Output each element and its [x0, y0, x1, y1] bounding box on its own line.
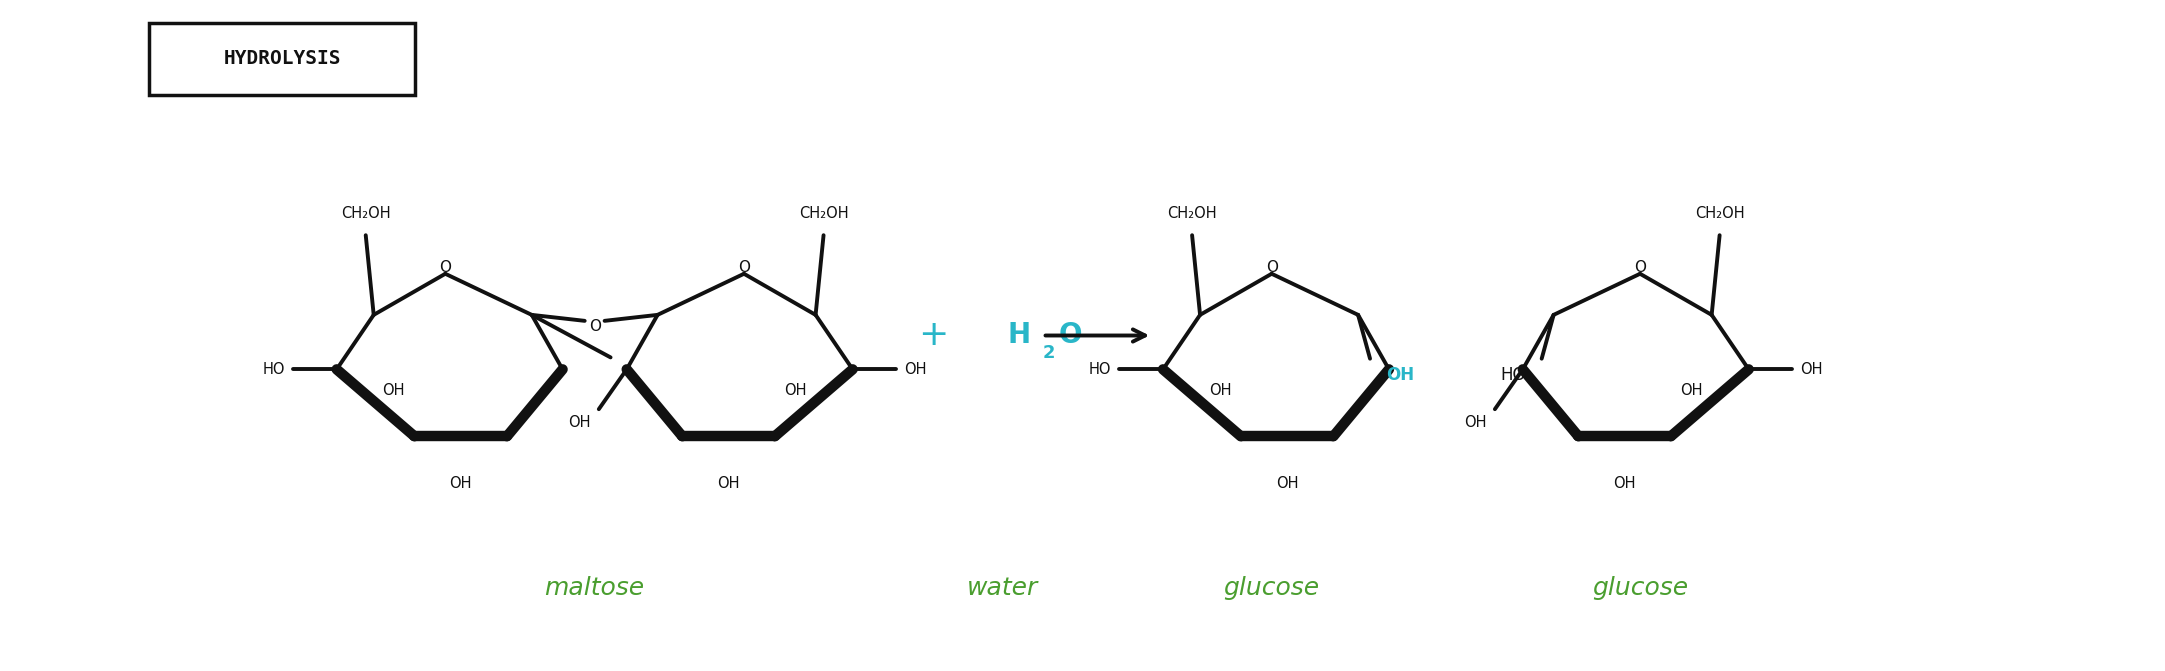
Text: OH: OH [1801, 362, 1823, 377]
Text: OH: OH [1680, 383, 1704, 398]
Text: O: O [589, 319, 600, 334]
Text: 2: 2 [1041, 344, 1054, 362]
Text: water: water [968, 576, 1039, 601]
Text: OH: OH [383, 383, 405, 398]
Text: OH: OH [1275, 476, 1299, 491]
Text: OH: OH [784, 383, 808, 398]
Text: O: O [1059, 321, 1082, 350]
Text: CH₂OH: CH₂OH [340, 206, 390, 221]
Text: HO: HO [262, 362, 286, 377]
Text: HO: HO [1089, 362, 1111, 377]
Text: OH: OH [1613, 476, 1637, 491]
Text: O: O [738, 260, 749, 275]
Text: OH: OH [450, 476, 472, 491]
Text: HYDROLYSIS: HYDROLYSIS [223, 49, 340, 68]
Text: CH₂OH: CH₂OH [1167, 206, 1217, 221]
Text: OH: OH [1208, 383, 1232, 398]
Text: OH: OH [1464, 415, 1487, 430]
Text: O: O [1635, 260, 1645, 275]
Text: OH: OH [717, 476, 740, 491]
Text: +: + [918, 319, 948, 352]
Text: OH: OH [1386, 366, 1414, 384]
Text: H: H [1007, 321, 1031, 350]
Text: CH₂OH: CH₂OH [799, 206, 849, 221]
FancyBboxPatch shape [149, 23, 416, 95]
Text: O: O [1267, 260, 1277, 275]
Text: glucose: glucose [1223, 576, 1321, 601]
Text: glucose: glucose [1591, 576, 1689, 601]
Text: OH: OH [905, 362, 927, 377]
Text: HO: HO [1500, 366, 1526, 384]
Text: CH₂OH: CH₂OH [1695, 206, 1745, 221]
Text: O: O [439, 260, 450, 275]
Text: maltose: maltose [546, 576, 645, 601]
Text: OH: OH [569, 415, 591, 430]
